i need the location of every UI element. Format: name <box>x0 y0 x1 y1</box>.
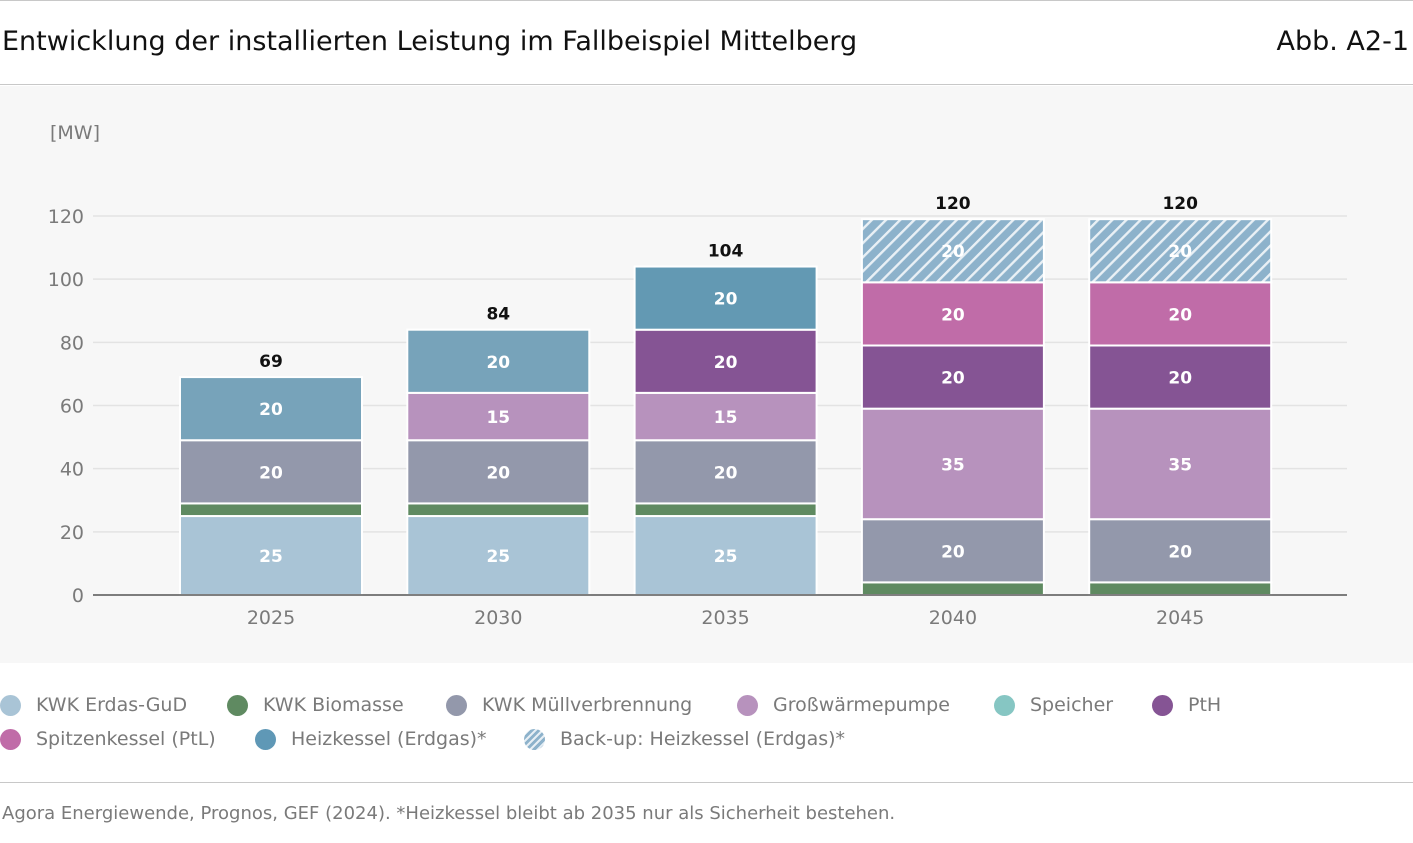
source-note: Agora Energiewende, Prognos, GEF (2024).… <box>2 803 896 824</box>
bar-segment <box>860 281 1045 347</box>
bar-segment <box>1088 281 1273 347</box>
legend-item-grosswaermepumpe: Großwärmepumpe <box>737 694 950 716</box>
legend-item-heizkessel-erdgas: Heizkessel (Erdgas)* <box>255 728 487 750</box>
segment-value-label: 20 <box>1168 542 1192 562</box>
legend-swatch-icon <box>524 728 545 750</box>
legend-swatch-icon <box>446 694 467 716</box>
bar-segment <box>1088 407 1273 521</box>
legend-swatch-icon <box>255 728 276 750</box>
legend-swatch-icon <box>737 694 758 716</box>
legend-swatch-icon <box>227 694 248 716</box>
x-tick-label: 2045 <box>1156 607 1204 629</box>
legend-label: Heizkessel (Erdgas)* <box>291 728 487 750</box>
legend-label: PtH <box>1188 694 1222 716</box>
segment-value-label: 20 <box>486 463 510 483</box>
bar-segment <box>860 218 1045 284</box>
legend-item-kwk-erdgas-gud: KWK Erdas-GuD <box>0 694 187 716</box>
bar-segment <box>179 502 363 518</box>
bar-segment <box>1088 218 1273 284</box>
segment-value-label: 15 <box>714 408 738 428</box>
legend-item-pth: PtH <box>1152 694 1221 716</box>
segment-value-label: 20 <box>714 353 738 373</box>
x-tick-label: 2035 <box>701 607 749 629</box>
bar-segment <box>406 502 591 518</box>
segment-value-label: 20 <box>941 542 965 562</box>
segment-value-label: 20 <box>941 242 965 262</box>
y-tick-label: 20 <box>60 522 84 544</box>
segment-value-label: 20 <box>714 463 738 483</box>
bar-segment <box>179 439 363 505</box>
chart-title: Entwicklung der installierten Leistung i… <box>2 26 858 57</box>
bar-total-label: 120 <box>1162 194 1198 214</box>
y-tick-label: 80 <box>60 332 84 354</box>
legend-item-speicher: Speicher <box>994 694 1113 716</box>
legend-swatch-icon <box>0 728 21 750</box>
legend: KWK Erdas-GuD KWK Biomasse KWK Müllverbr… <box>0 688 1413 758</box>
segment-value-label: 20 <box>1168 242 1192 262</box>
bar-segment <box>633 265 818 331</box>
bar-segment <box>633 439 818 505</box>
legend-label: Spitzenkessel (PtL) <box>36 728 216 750</box>
bar-segment <box>633 515 818 596</box>
segment-value-label: 20 <box>714 290 738 310</box>
bar-segment <box>406 391 591 442</box>
segment-value-label: 20 <box>259 463 283 483</box>
legend-label: KWK Biomasse <box>263 694 404 716</box>
segment-value-label: 20 <box>259 400 283 420</box>
bar-segment <box>1088 518 1273 584</box>
legend-item-kwk-biomasse: KWK Biomasse <box>227 694 404 716</box>
legend-label: Speicher <box>1030 694 1114 716</box>
legend-label: Großwärmepumpe <box>773 694 950 716</box>
y-tick-label: 120 <box>48 206 84 228</box>
segment-value-label: 20 <box>1168 369 1192 389</box>
bar-total-label: 120 <box>935 194 971 214</box>
segment-value-label: 25 <box>714 547 738 567</box>
x-tick-label: 2030 <box>474 607 522 629</box>
figure-label: Abb. A2-1 <box>1276 26 1409 57</box>
legend-item-backup-heizkessel: Back-up: Heizkessel (Erdgas)* <box>524 728 845 750</box>
bar-segment <box>1088 581 1273 597</box>
legend-item-kwk-muellverbrennung: KWK Müllverbrennung <box>446 694 692 716</box>
y-unit-label: [MW] <box>50 122 100 144</box>
bar-segment <box>179 376 363 442</box>
legend-swatch-icon <box>1152 694 1173 716</box>
legend-label: KWK Müllverbrennung <box>482 694 693 716</box>
y-tick-label: 0 <box>72 585 84 607</box>
bar-segment <box>406 328 591 394</box>
segment-value-label: 35 <box>1168 455 1192 475</box>
bar-segment <box>633 391 818 442</box>
legend-swatch-icon <box>0 694 21 716</box>
segment-value-label: 25 <box>259 547 283 567</box>
footer-rule <box>0 782 1413 783</box>
y-tick-label: 60 <box>60 396 84 418</box>
segment-value-label: 25 <box>486 547 510 567</box>
legend-swatch-icon <box>994 694 1015 716</box>
segment-value-label: 20 <box>941 369 965 389</box>
segment-value-label: 20 <box>1168 305 1192 325</box>
bar-segment <box>860 407 1045 521</box>
top-rule <box>0 0 1413 1</box>
y-tick-label: 100 <box>48 269 84 291</box>
legend-item-spitzenkessel-ptl: Spitzenkessel (PtL) <box>0 728 216 750</box>
title-rule <box>0 84 1413 85</box>
segment-value-label: 20 <box>941 305 965 325</box>
bar-segment <box>860 344 1045 410</box>
legend-label: KWK Erdas-GuD <box>36 694 188 716</box>
bar-segment <box>1088 344 1273 410</box>
bar-segment <box>633 502 818 518</box>
bar-total-label: 104 <box>708 242 744 262</box>
segment-value-label: 35 <box>941 455 965 475</box>
bar-total-label: 84 <box>486 305 510 325</box>
segment-value-label: 15 <box>486 408 510 428</box>
legend-label: Back-up: Heizkessel (Erdgas)* <box>560 728 846 750</box>
stacked-bar-chart: [MW]020406080100120252020692025252015208… <box>48 122 1347 629</box>
x-tick-label: 2040 <box>929 607 977 629</box>
bar-segment <box>179 515 363 596</box>
bar-segment <box>860 581 1045 597</box>
y-tick-label: 40 <box>60 459 84 481</box>
x-tick-label: 2025 <box>247 607 295 629</box>
bar-total-label: 69 <box>259 352 283 372</box>
segment-value-label: 20 <box>486 353 510 373</box>
